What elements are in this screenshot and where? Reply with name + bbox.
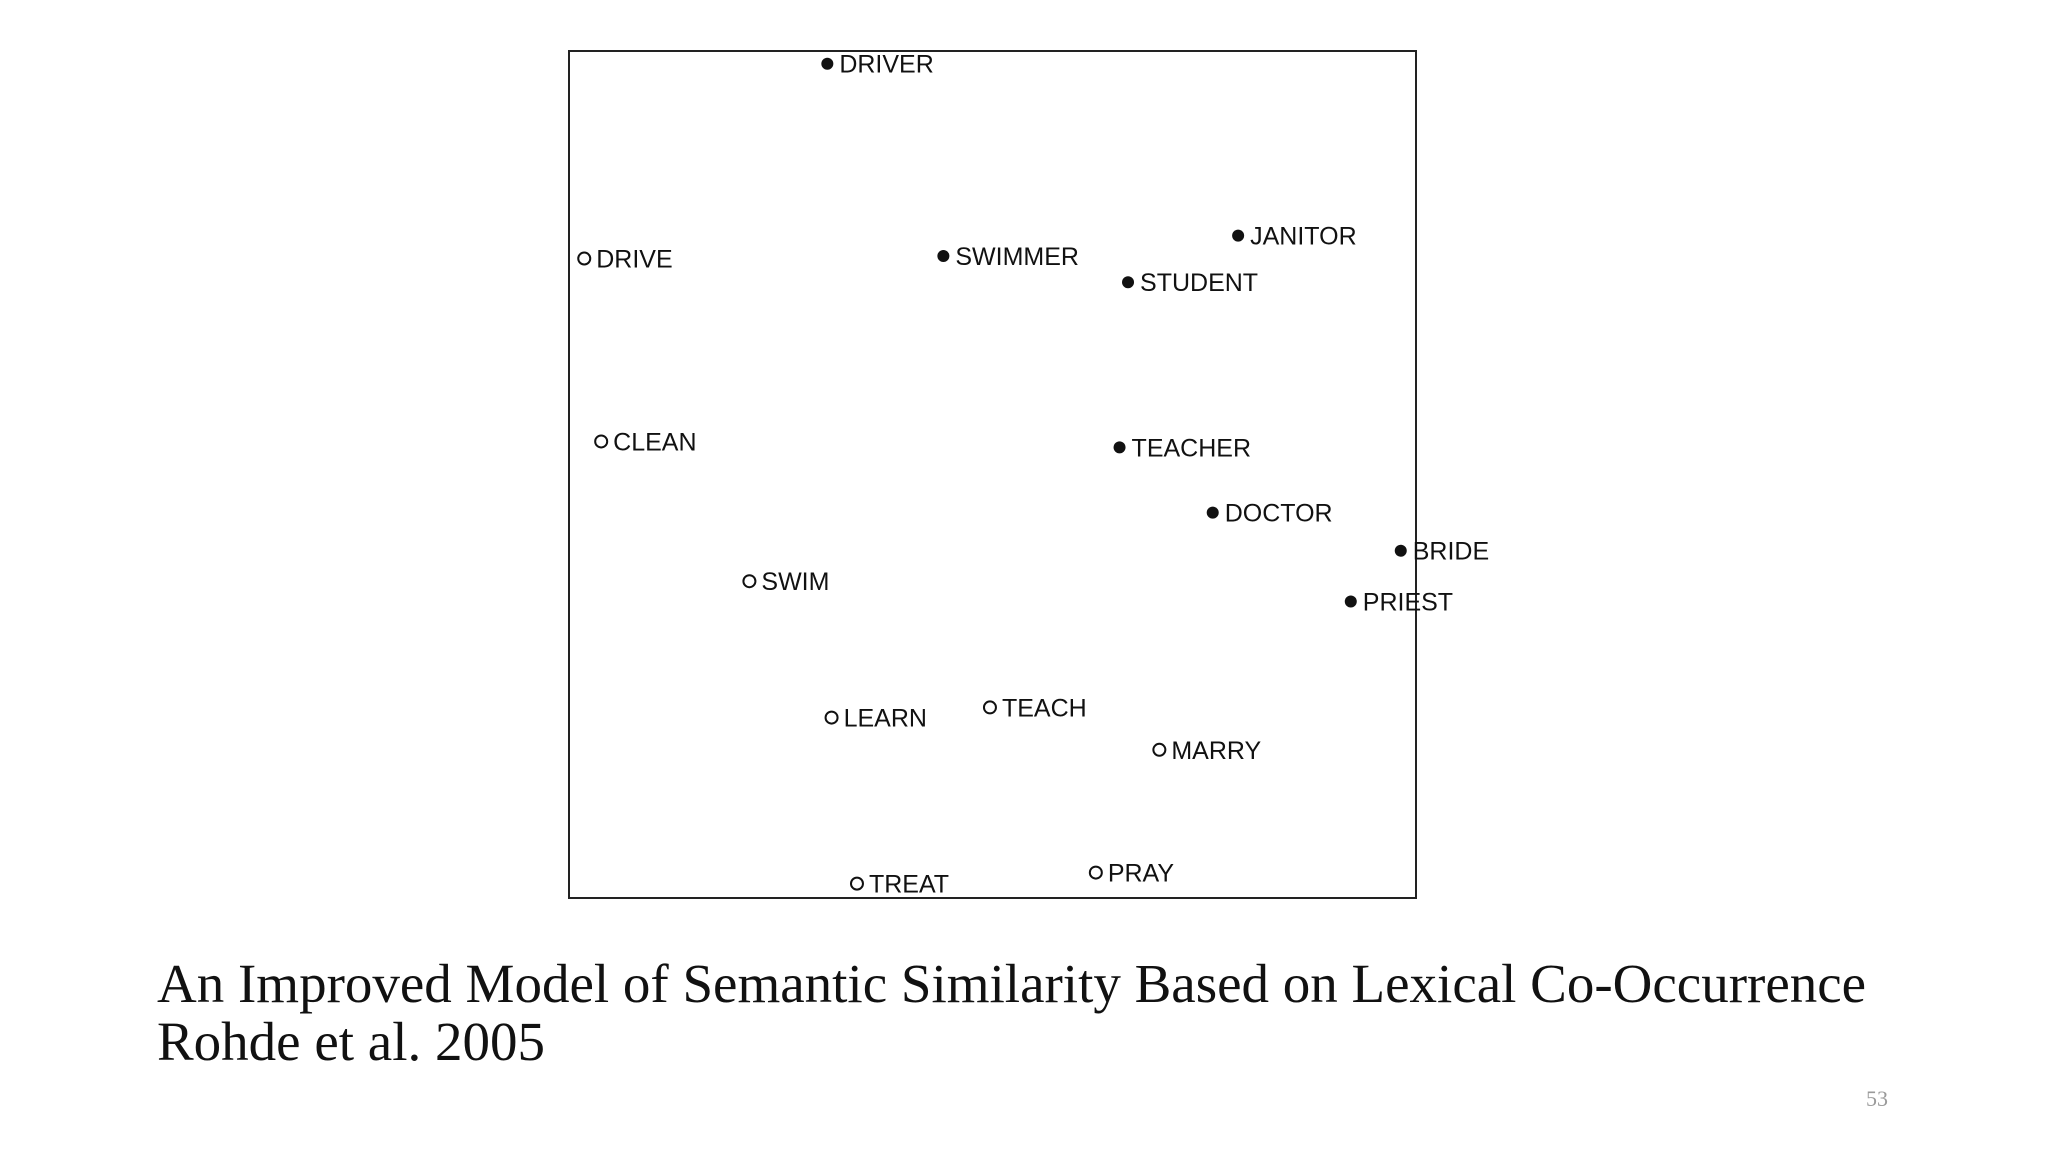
data-point-teach: TEACH [982,694,1087,722]
point-label: DRIVE [596,246,672,274]
point-label: PRIEST [1363,589,1453,617]
open-marker [1088,865,1103,880]
page-number: 53 [1866,1086,1888,1111]
open-marker [849,876,864,891]
data-point-doctor: DOCTOR [1206,500,1333,528]
filled-marker [821,57,834,70]
point-label: PRAY [1108,860,1175,888]
filled-marker [1232,229,1245,242]
points-layer: DRIVER SWIMMER JANITOR STUDENT TEACHER DOCTOR… [577,51,1489,899]
data-point-drive: DRIVE [577,246,673,274]
open-marker [594,434,609,449]
open-marker [824,710,839,725]
data-point-clean: CLEAN [594,428,697,456]
point-label: LEARN [844,705,927,733]
filled-marker [1206,506,1219,519]
filled-marker [1344,595,1357,608]
caption-title: An Improved Model of Semantic Similarity… [157,953,1867,1014]
point-label: TEACHER [1132,434,1251,462]
point-label: STUDENT [1140,269,1258,297]
open-marker [1152,742,1167,757]
point-label: DOCTOR [1225,500,1333,528]
data-point-swimmer: SWIMMER [937,243,1079,271]
point-label: SWIM [761,568,829,596]
data-point-swim: SWIM [742,568,829,596]
data-point-marry: MARRY [1152,737,1262,765]
data-point-janitor: JANITOR [1232,223,1357,251]
data-point-priest: PRIEST [1344,589,1453,617]
point-label: DRIVER [839,51,933,79]
plot-frame [568,50,1417,899]
filled-marker [1394,544,1407,557]
point-label: CLEAN [613,428,696,456]
point-label: TREAT [869,871,949,899]
open-marker [742,574,757,589]
data-point-learn: LEARN [824,705,927,733]
point-label: TEACH [1002,694,1087,722]
data-point-driver: DRIVER [821,51,934,79]
filled-marker [1113,441,1126,454]
data-point-treat: TREAT [849,871,949,899]
data-point-pray: PRAY [1088,860,1175,888]
data-point-student: STUDENT [1122,269,1258,297]
data-point-bride: BRIDE [1394,538,1489,566]
caption: An Improved Model of Semantic Similarity… [157,955,1957,1071]
open-marker [982,700,997,715]
point-label: SWIMMER [955,243,1079,271]
data-point-teacher: TEACHER [1113,434,1251,462]
point-label: JANITOR [1250,223,1357,251]
point-label: MARRY [1171,737,1261,765]
filled-marker [937,249,950,262]
filled-marker [1122,276,1135,289]
open-marker [577,251,592,266]
point-label: BRIDE [1413,538,1489,566]
caption-citation: Rohde et al. 2005 [157,1011,545,1072]
